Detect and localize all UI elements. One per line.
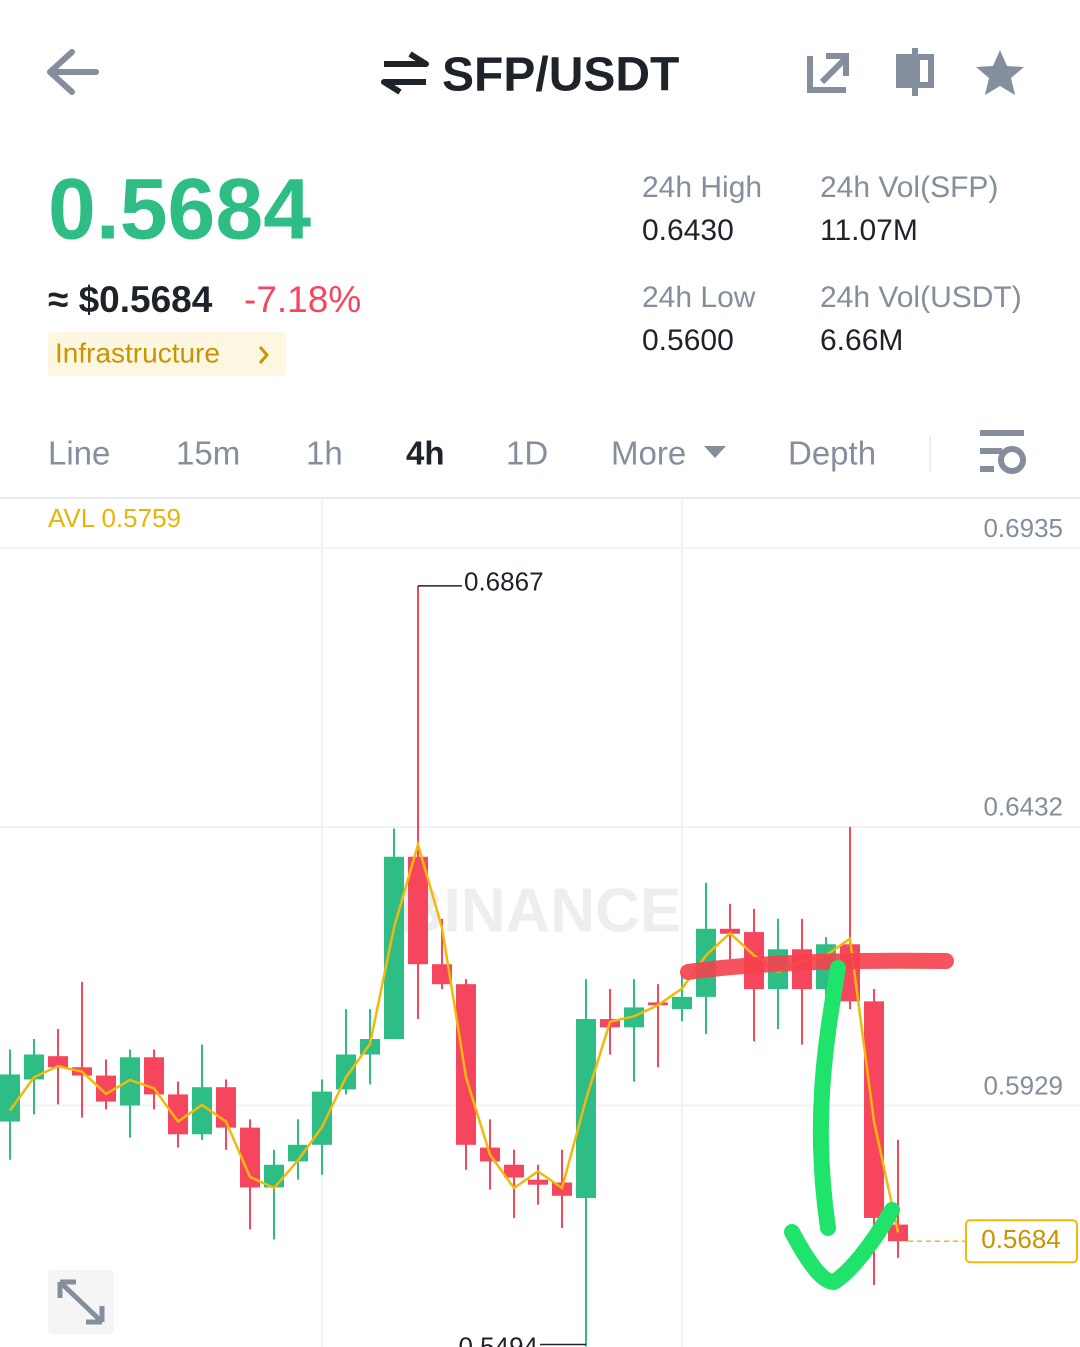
candle-body: [528, 1179, 548, 1185]
swap-icon[interactable]: [381, 51, 429, 95]
stat-value: 11.07M: [820, 214, 918, 247]
stat-label: 24h Vol(SFP): [820, 171, 998, 204]
candle-body: [240, 1127, 260, 1188]
favorite-star[interactable]: [976, 50, 1024, 95]
tab[interactable]: 1h: [306, 435, 343, 472]
tab[interactable]: 4h: [406, 435, 445, 472]
candle-body: [96, 1075, 116, 1102]
share-icon[interactable]: [807, 53, 849, 93]
annotations: [680, 952, 954, 1290]
dropdown-caret: [704, 446, 726, 458]
candle-body: [312, 1091, 332, 1145]
stat-value: 6.66M: [820, 324, 903, 357]
candle-body: [720, 928, 740, 934]
stat-value: 0.5600: [642, 324, 734, 357]
chart-settings[interactable]: [980, 430, 1026, 474]
last-price-label: 0.5684: [981, 1224, 1061, 1254]
candle-body: [576, 1019, 596, 1198]
y-tick-label: 0.6432: [983, 792, 1063, 822]
avl-label: AVL 0.5759: [48, 503, 181, 533]
chart: BINANCE AVL 0.5759 0.6935 0.6432 0.5929 0.6…: [0, 500, 1080, 1347]
compare-icon[interactable]: [896, 48, 934, 96]
tab[interactable]: More: [611, 435, 686, 472]
tab[interactable]: 1D: [506, 435, 548, 472]
candle-body: [504, 1164, 524, 1178]
stat-label: 24h High: [642, 171, 762, 204]
candle-body: [456, 984, 476, 1145]
stat-label: 24h Vol(USDT): [820, 281, 1022, 314]
candle-body: [144, 1057, 164, 1095]
tag[interactable]: Infrastructure: [55, 337, 220, 368]
candle-body: [0, 1074, 20, 1122]
price-change: -7.18%: [244, 279, 361, 320]
stats: 24h High 0.6430 24h Vol(SFP) 11.07M 24h Low 0…: [642, 171, 1022, 357]
y-tick-label: 0.6935: [983, 513, 1063, 543]
candle-body: [672, 996, 692, 1010]
last-price: 0.5684: [48, 162, 311, 258]
y-tick-label: 0.5929: [983, 1070, 1063, 1100]
max-label: 0.6867: [464, 567, 544, 597]
candle-body: [384, 856, 404, 1039]
tabs: Line 15m 1h 4h 1D More Depth: [48, 435, 876, 472]
last-price-box: [965, 1219, 1078, 1264]
candle-body: [864, 1001, 884, 1218]
candle-body: [168, 1094, 188, 1135]
watermark: BINANCE: [399, 876, 681, 945]
tab[interactable]: Depth: [788, 435, 876, 472]
tab[interactable]: 15m: [176, 435, 240, 472]
tab[interactable]: Line: [48, 435, 110, 472]
candle-body: [432, 964, 452, 985]
approx-price: ≈ $0.5684: [48, 279, 213, 320]
candle-body: [192, 1087, 212, 1135]
candle-body: [888, 1224, 908, 1242]
tag-chevron: [258, 346, 269, 364]
back-button[interactable]: [47, 49, 99, 95]
min-label: 0.5494: [458, 1331, 538, 1347]
candle-body: [408, 856, 428, 965]
stat-value: 0.6430: [642, 214, 734, 247]
expand-button[interactable]: [48, 1270, 114, 1334]
tag-bg[interactable]: [48, 332, 286, 376]
ma-line: [8, 840, 900, 1233]
candle-body: [24, 1054, 44, 1080]
pair-title: SFP/USDT: [442, 49, 679, 102]
candle-body: [48, 1056, 68, 1068]
candle-body: [336, 1054, 356, 1090]
stat-label: 24h Low: [642, 281, 756, 314]
candle-body: [288, 1144, 308, 1162]
